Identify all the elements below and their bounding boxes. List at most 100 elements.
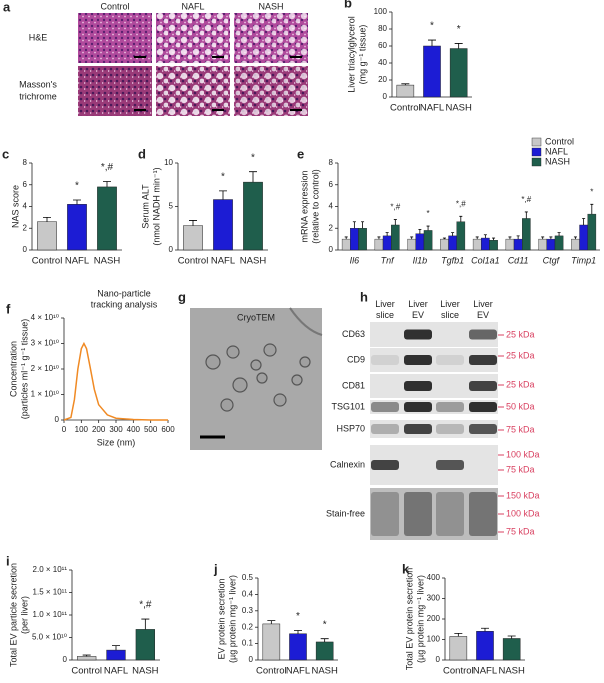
bar: [481, 237, 490, 251]
panel-letter: e: [297, 146, 304, 161]
y-axis-label: Total EV particle secretion: [8, 563, 18, 667]
chart-title: tracking analysis: [91, 299, 158, 309]
y-axis-label: (mg g⁻¹ tissue): [357, 25, 367, 85]
legend-label: NASH: [545, 156, 570, 166]
bar: [513, 238, 523, 251]
y-axis-label: NAS score: [10, 185, 20, 228]
band: [371, 460, 399, 470]
y-axis-label: Serum ALT: [140, 184, 150, 229]
fat-droplets: [156, 13, 230, 63]
error-bar: [507, 635, 516, 639]
x-tick-label: NASH: [445, 103, 472, 114]
error-bar: [393, 219, 397, 225]
band: [436, 424, 464, 434]
legend-label: NAFL: [545, 146, 568, 156]
x-axis-label: Size (nm): [97, 437, 136, 447]
significance: *: [590, 187, 593, 196]
line: [63, 341, 168, 421]
band: [371, 402, 399, 412]
y-tick-label: 10: [164, 158, 173, 167]
panel-letter: c: [2, 146, 9, 161]
significance: *: [323, 619, 327, 630]
x-tick-label: 500: [144, 425, 158, 434]
x-tick-label: Control: [71, 666, 102, 677]
y-axis-label: mRNA expression: [299, 170, 309, 242]
error-bar: [385, 232, 389, 236]
error-bar: [481, 627, 489, 632]
x-tick-label: NAFL: [65, 256, 89, 267]
x-tick-label: NASH: [240, 256, 267, 267]
significance: *,#: [139, 600, 152, 611]
error-bar: [426, 225, 430, 231]
y-tick-label: 4: [23, 202, 28, 211]
panel-letter: g: [178, 289, 186, 304]
y-axis-label: (relative to control): [310, 169, 320, 244]
band: [404, 355, 432, 365]
bar: [449, 48, 468, 98]
carbon-edge: [289, 307, 323, 336]
bar: [538, 238, 547, 251]
x-tick-label: Control: [443, 666, 474, 677]
y-tick-label: 40: [378, 58, 387, 67]
y-tick-label: 200: [427, 614, 441, 623]
vesicle: [205, 354, 221, 370]
y-tick-label: 0: [169, 245, 174, 254]
image-title: CryoTEM: [237, 312, 275, 322]
x-tick-label: Timp1: [571, 255, 596, 265]
y-tick-label: 1.0 × 10¹¹: [33, 610, 68, 619]
bar: [358, 228, 367, 251]
band: [404, 424, 432, 434]
error-bar: [344, 236, 348, 240]
bar: [382, 235, 392, 251]
error-bar: [377, 236, 381, 240]
error-bar: [454, 43, 463, 49]
blot-label: CD9: [347, 354, 365, 364]
bar: [396, 84, 415, 98]
error-bar: [401, 83, 410, 86]
chart-title: Nano-particle: [97, 288, 151, 298]
bar: [587, 213, 597, 251]
bar: [374, 238, 384, 251]
fat-droplets: [234, 66, 308, 116]
x-tick-label: NASH: [132, 666, 159, 677]
error-bar: [492, 237, 496, 241]
bar: [315, 641, 334, 661]
panel-letter: b: [344, 0, 352, 10]
y-tick-label: 0: [436, 655, 441, 664]
error-bar: [189, 220, 197, 226]
x-tick-label: 200: [92, 425, 106, 434]
vesicle: [273, 393, 287, 407]
bar: [97, 186, 117, 251]
vesicle: [256, 372, 268, 384]
y-tick-label: 6: [329, 180, 334, 189]
band: [469, 329, 497, 340]
bar: [546, 238, 556, 251]
vesicle: [232, 377, 248, 393]
panel-letter: f: [6, 301, 11, 316]
y-tick-label: 0: [329, 245, 334, 254]
error-bar: [516, 235, 520, 240]
marker-label: 100 kDa: [506, 508, 540, 518]
error-bar: [249, 171, 257, 183]
y-tick-label: 1 × 10¹⁰: [31, 390, 59, 399]
blot-strip: [370, 420, 498, 438]
error-bar: [320, 638, 329, 642]
y-axis-label: Liver triacylglycerol: [346, 16, 356, 93]
y-tick-label: 2: [329, 223, 334, 232]
error-bar: [573, 236, 577, 240]
bar: [522, 218, 531, 251]
column-label: NASH: [258, 1, 283, 11]
lane-label: Liver slice: [440, 299, 460, 320]
x-tick-label: Control: [256, 666, 287, 677]
band: [436, 402, 464, 412]
band: [371, 492, 399, 536]
x-tick-label: NAFL: [104, 666, 128, 677]
legend-label: Control: [545, 136, 574, 146]
x-tick-label: Control: [390, 103, 421, 114]
bar: [448, 235, 457, 251]
error-bar: [442, 237, 446, 240]
x-tick-label: Control: [178, 256, 209, 267]
error-bar: [410, 236, 414, 240]
y-tick-label: 0: [23, 245, 28, 254]
